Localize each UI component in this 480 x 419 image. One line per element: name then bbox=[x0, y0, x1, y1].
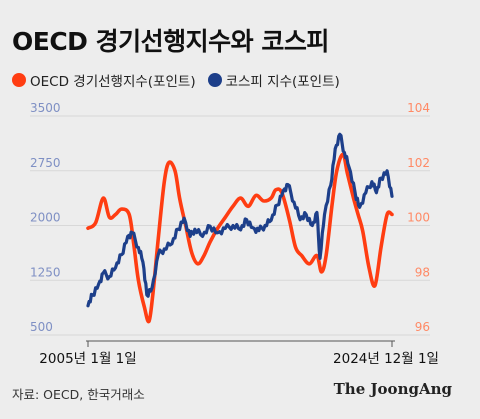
chart-title: OECD 경기선행지수와 코스피 bbox=[12, 27, 329, 56]
series-line-oecd bbox=[86, 152, 394, 324]
y-right-tick-label: 102 bbox=[407, 156, 430, 170]
y-right-tick-label: 98 bbox=[415, 265, 430, 279]
y-left-tick-label: 1250 bbox=[30, 265, 61, 279]
legend-swatch-kospi bbox=[207, 73, 222, 87]
series-line-kospi bbox=[86, 132, 394, 308]
x-tick-label-end: 2024년 12월 1일 bbox=[333, 351, 439, 367]
y-left-tick-label: 2000 bbox=[30, 211, 61, 225]
legend-label-oecd: OECD 경기선행지수(포인트) bbox=[30, 74, 196, 90]
y-left-tick-label: 2750 bbox=[30, 156, 61, 170]
y-left-tick-label: 500 bbox=[30, 320, 53, 334]
brand-logo: The JoongAng bbox=[333, 380, 452, 398]
y-axis-left: 500 1250 2000 2750 3500 bbox=[30, 101, 61, 334]
legend: OECD 경기선행지수(포인트) 코스피 지수(포인트) bbox=[12, 70, 352, 90]
y-axis-right: 96 98 100 102 104 bbox=[407, 101, 430, 334]
x-tick-label-start: 2005년 1월 1일 bbox=[39, 351, 136, 367]
source-note: 자료: OECD, 한국거래소 bbox=[12, 387, 145, 402]
y-right-tick-label: 100 bbox=[407, 211, 430, 225]
legend-item-kospi: 코스피 지수(포인트) bbox=[207, 70, 340, 90]
x-axis: 2005년 1월 1일 2024년 12월 1일 bbox=[39, 340, 439, 367]
series-lines bbox=[86, 132, 394, 324]
y-right-tick-label: 104 bbox=[407, 101, 430, 115]
gridlines bbox=[30, 115, 430, 336]
y-right-tick-label: 96 bbox=[415, 320, 430, 334]
legend-label-kospi: 코스피 지수(포인트) bbox=[225, 74, 340, 90]
legend-swatch-oecd bbox=[12, 73, 26, 87]
y-left-tick-label: 3500 bbox=[30, 101, 61, 115]
legend-item-oecd: OECD 경기선행지수(포인트) bbox=[12, 70, 196, 90]
